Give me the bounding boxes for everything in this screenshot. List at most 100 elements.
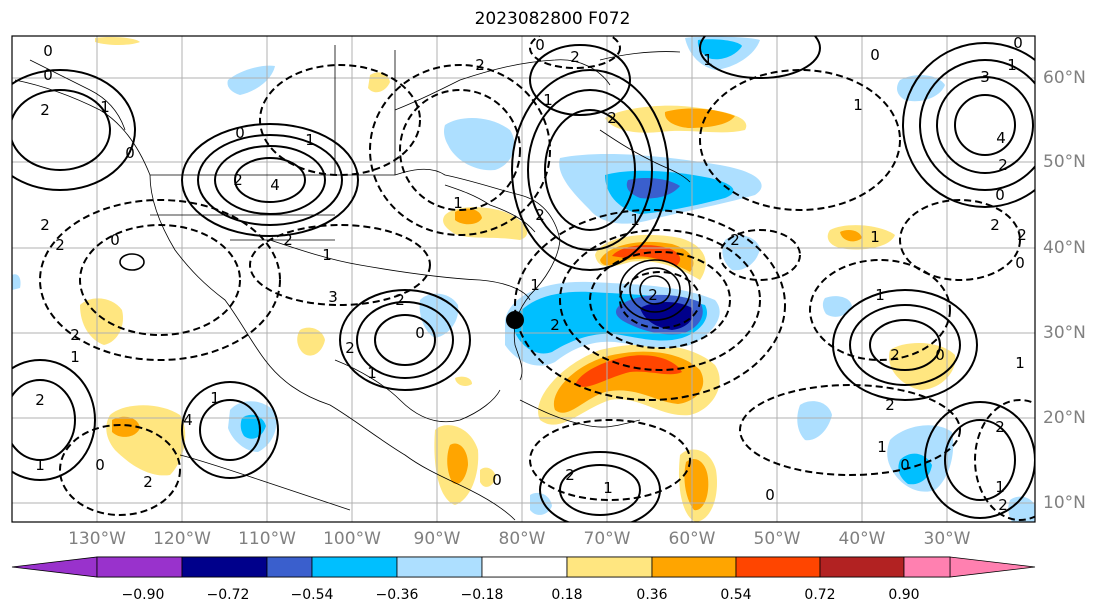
contour-label: 2 <box>70 326 80 344</box>
shade-negative <box>722 235 760 271</box>
lat-label: 20°N <box>1043 408 1086 428</box>
contour-label: 1 <box>603 479 613 497</box>
lon-label: 100°W <box>323 529 381 549</box>
contour-label: 2 <box>143 473 153 491</box>
shade-negative <box>640 302 694 330</box>
lon-label: 90°W <box>413 529 461 549</box>
shade-positive <box>480 467 496 487</box>
contour-label: 4 <box>996 129 1006 147</box>
shade-positive <box>664 108 735 128</box>
colorbar-swatches-ordered <box>96 556 951 578</box>
lat-label: 30°N <box>1043 323 1086 343</box>
contour-label: 1 <box>367 364 377 382</box>
shade-positive <box>297 327 325 356</box>
map-frame <box>11 35 1036 523</box>
contour-label: 2 <box>535 206 545 224</box>
lon-label: 110°W <box>238 529 296 549</box>
shade-positive <box>455 376 472 386</box>
contour-label: 2 <box>998 156 1008 174</box>
contour-label: 3 <box>328 288 338 306</box>
shade-positive <box>455 208 482 225</box>
contour-label: 1 <box>530 276 540 294</box>
shade-positive <box>612 245 681 266</box>
colorbar-label: 0.90 <box>888 587 920 603</box>
contour-label: 2 <box>648 286 658 304</box>
contour-label: 2 <box>1017 226 1027 244</box>
shade-negative <box>444 118 515 171</box>
contour-label: 1 <box>853 96 863 114</box>
contour-label: 1 <box>1015 354 1025 372</box>
map-title: 2023082800 F072 <box>474 9 631 29</box>
contour-label: 2 <box>283 231 293 249</box>
contour-label: 2 <box>998 496 1008 514</box>
contour-label: 1 <box>210 389 220 407</box>
shade-negative <box>898 453 932 485</box>
contour-label: 1 <box>877 438 887 456</box>
contour-label: 1 <box>995 478 1005 496</box>
contour-label: 1 <box>453 194 463 212</box>
contour-label: 2 <box>990 216 1000 234</box>
contour-label: 1 <box>100 98 110 116</box>
shade-positive <box>575 355 682 387</box>
lon-label: 120°W <box>153 529 211 549</box>
shade-positive <box>840 230 862 242</box>
contour-label: 2 <box>995 418 1005 436</box>
contour-label: 3 <box>980 68 990 86</box>
lon-label: 30°W <box>923 529 971 549</box>
contour-label: 0 <box>125 144 135 162</box>
contour-label: 1 <box>875 286 885 304</box>
contour-label-group: 0 0 2 1 0 4 2 1 2 2 0 2 2 1 2 1 0 2 1 4 … <box>35 34 1027 514</box>
contour-label: 4 <box>183 411 193 429</box>
contour-label: 0 <box>1013 34 1023 52</box>
contour-label: 0 <box>765 486 775 504</box>
shade-negative <box>227 65 275 95</box>
contour-label: 2 <box>885 396 895 414</box>
colorbar-label: −0.36 <box>375 587 419 603</box>
shade-negative <box>822 296 852 317</box>
contour-label: 1 <box>703 51 713 69</box>
colorbar-label: −0.72 <box>206 587 250 603</box>
storm-center-marker <box>506 311 524 329</box>
contour-label: 0 <box>995 186 1005 204</box>
shade-negative <box>419 293 459 338</box>
contour-label: 2 <box>233 171 243 189</box>
contour-label: 0 <box>492 471 502 489</box>
colorbar-label: 0.36 <box>636 587 668 603</box>
shade-positive <box>447 443 468 485</box>
colorbar-label: −0.90 <box>121 587 165 603</box>
contour-label: 0 <box>95 456 105 474</box>
lat-label: 40°N <box>1043 238 1086 258</box>
contour-label: 2 <box>395 291 405 309</box>
contour-label: 1 <box>70 348 80 366</box>
contour-label: 2 <box>40 216 50 234</box>
contour-label: 1 <box>870 228 880 246</box>
contour-label: 2 <box>550 316 560 334</box>
shade-positive <box>95 37 140 45</box>
contour-label: 2 <box>40 101 50 119</box>
contour-label: 0 <box>900 456 910 474</box>
shade-positive <box>684 458 709 511</box>
colorbar-label: 0.54 <box>720 587 752 603</box>
lon-label: 60°W <box>668 529 716 549</box>
shade-negative <box>797 401 832 441</box>
contour-label: 0 <box>43 66 53 84</box>
contours <box>12 36 1035 522</box>
lat-label: 50°N <box>1043 152 1086 172</box>
colorbar-label: −0.18 <box>460 587 504 603</box>
lat-label: 10°N <box>1043 493 1086 513</box>
contour-label: 1 <box>543 91 553 109</box>
colorbar-extend-high <box>949 556 1036 578</box>
contour-label: 0 <box>43 42 53 60</box>
contour-label: 2 <box>475 56 485 74</box>
colorbar-label: −0.54 <box>290 587 334 603</box>
colorbar-extend-low <box>11 556 98 578</box>
contour-label: 0 <box>1015 254 1025 272</box>
contour-label: 2 <box>570 48 580 66</box>
lon-label: 40°W <box>838 529 886 549</box>
lon-label: 130°W <box>68 529 126 549</box>
colorbar-label: 0.18 <box>551 587 583 603</box>
contour-label: 2 <box>35 391 45 409</box>
map-plot-area: 0 0 2 1 0 4 2 1 2 2 0 2 2 1 2 1 0 2 1 4 … <box>12 34 1035 522</box>
shaded-anomalies <box>12 36 1035 522</box>
shade-negative <box>697 39 742 60</box>
